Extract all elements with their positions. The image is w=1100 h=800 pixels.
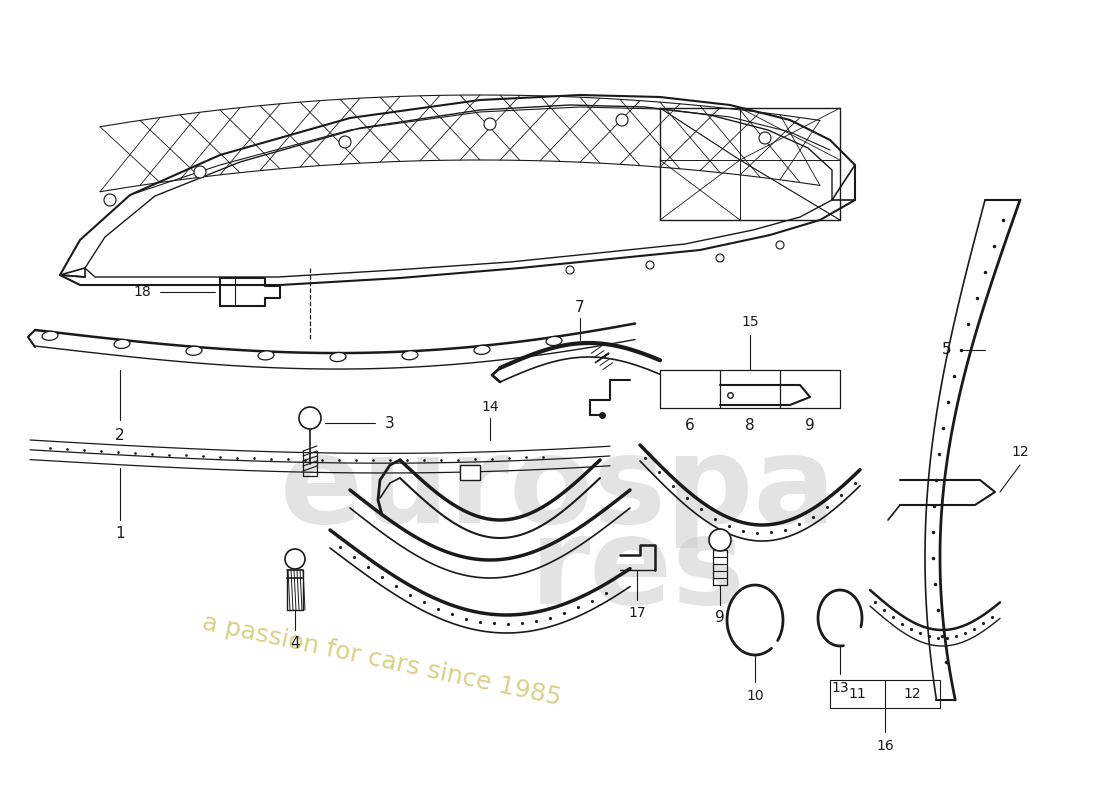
Text: 9: 9 [805, 418, 815, 434]
Text: 16: 16 [876, 739, 894, 753]
Ellipse shape [546, 337, 562, 346]
Text: a passion for cars since 1985: a passion for cars since 1985 [200, 610, 563, 710]
Ellipse shape [42, 331, 58, 340]
Circle shape [194, 166, 206, 178]
Text: eurospa: eurospa [280, 431, 837, 549]
Text: 8: 8 [745, 418, 755, 434]
Circle shape [716, 254, 724, 262]
Text: 12: 12 [903, 687, 921, 701]
Ellipse shape [186, 346, 202, 355]
Text: 3: 3 [385, 415, 395, 430]
Circle shape [285, 549, 305, 569]
Text: 12: 12 [1011, 445, 1028, 459]
Text: 15: 15 [741, 315, 759, 329]
Text: 13: 13 [832, 681, 849, 695]
Circle shape [104, 194, 116, 206]
Ellipse shape [258, 351, 274, 360]
Text: 7: 7 [575, 301, 585, 315]
Circle shape [616, 114, 628, 126]
Circle shape [339, 136, 351, 148]
Text: 5: 5 [943, 342, 951, 358]
Circle shape [566, 266, 574, 274]
Circle shape [484, 118, 496, 130]
Text: 1: 1 [116, 526, 124, 541]
Circle shape [299, 407, 321, 429]
Circle shape [710, 529, 732, 551]
Text: 11: 11 [848, 687, 866, 701]
Text: 6: 6 [685, 418, 695, 434]
Circle shape [646, 261, 654, 269]
Circle shape [776, 241, 784, 249]
FancyBboxPatch shape [460, 465, 480, 480]
Text: 10: 10 [746, 689, 763, 703]
Text: 9: 9 [715, 610, 725, 626]
Text: 4: 4 [290, 637, 300, 651]
Text: 18: 18 [133, 285, 151, 299]
Ellipse shape [114, 339, 130, 349]
Ellipse shape [330, 353, 346, 362]
Text: 17: 17 [628, 606, 646, 620]
Text: 14: 14 [481, 400, 498, 414]
Text: 2: 2 [116, 427, 124, 442]
Circle shape [759, 132, 771, 144]
Ellipse shape [402, 350, 418, 360]
Ellipse shape [474, 346, 490, 354]
Text: res: res [530, 511, 746, 629]
